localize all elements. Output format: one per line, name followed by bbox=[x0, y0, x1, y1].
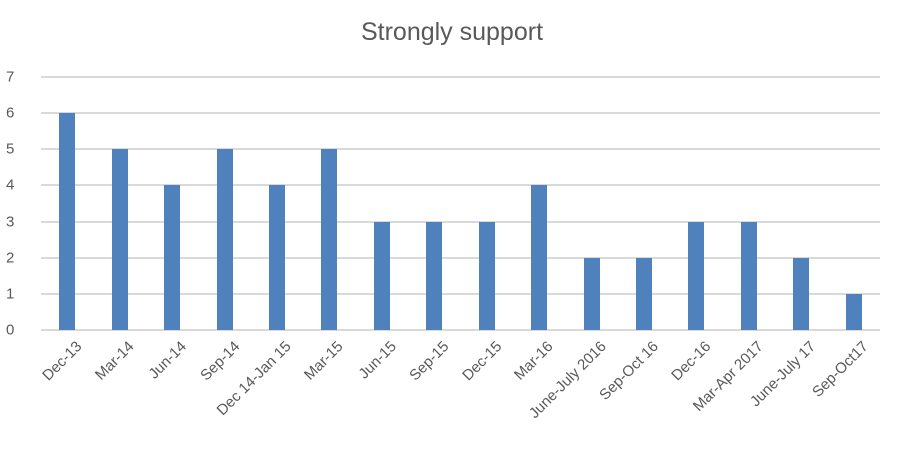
y-tick-label: 3 bbox=[6, 213, 15, 231]
x-tick-label: Sep-14 bbox=[196, 338, 243, 385]
gridline bbox=[41, 148, 880, 151]
y-tick-label: 7 bbox=[6, 68, 15, 86]
gridline bbox=[41, 329, 880, 331]
bar bbox=[845, 293, 862, 330]
bar bbox=[583, 257, 600, 330]
bar bbox=[216, 149, 233, 330]
chart-title: Strongly support bbox=[360, 18, 544, 46]
gridline bbox=[41, 220, 880, 223]
y-tick-label: 4 bbox=[6, 176, 15, 194]
y-tick-label: 5 bbox=[6, 140, 15, 158]
gridline bbox=[41, 184, 880, 187]
x-tick-label: Jun-14 bbox=[145, 338, 190, 383]
x-tick-label: Sep-Oct17 bbox=[808, 338, 872, 401]
bar bbox=[531, 185, 548, 330]
y-tick-label: 2 bbox=[6, 249, 15, 267]
x-tick-label: Dec-15 bbox=[458, 338, 506, 385]
gridline bbox=[41, 76, 880, 78]
bar bbox=[636, 257, 653, 330]
bar bbox=[740, 221, 757, 330]
y-tick-label: 1 bbox=[6, 285, 15, 303]
x-tick-label: Mar-15 bbox=[301, 338, 347, 384]
y-tick-label: 0 bbox=[6, 321, 15, 339]
x-tick-label: Mar-14 bbox=[91, 338, 138, 384]
bar bbox=[111, 149, 128, 330]
bar bbox=[59, 113, 76, 330]
x-axis: Dec-13 Mar-14 Jun-14 Sep-14 Dec 14-Jan 15 Mar… bbox=[39, 332, 880, 452]
bar bbox=[426, 221, 443, 330]
bar bbox=[373, 221, 390, 330]
x-tick-label: Sep-15 bbox=[406, 338, 453, 385]
bar bbox=[793, 257, 810, 330]
bar bbox=[688, 221, 705, 330]
bar bbox=[321, 149, 338, 330]
bar bbox=[478, 221, 495, 330]
x-tick-label: Mar-16 bbox=[511, 338, 557, 384]
gridline bbox=[41, 112, 880, 115]
y-tick-label: 6 bbox=[6, 104, 15, 122]
x-tick-label: Jun-15 bbox=[355, 338, 400, 383]
gridline bbox=[41, 292, 880, 295]
plot-area bbox=[41, 76, 880, 331]
x-tick-label: Dec-16 bbox=[668, 338, 715, 385]
bar bbox=[164, 185, 181, 330]
x-tick-label: Dec-13 bbox=[39, 338, 86, 385]
gridline bbox=[41, 256, 880, 259]
bar bbox=[268, 185, 285, 330]
